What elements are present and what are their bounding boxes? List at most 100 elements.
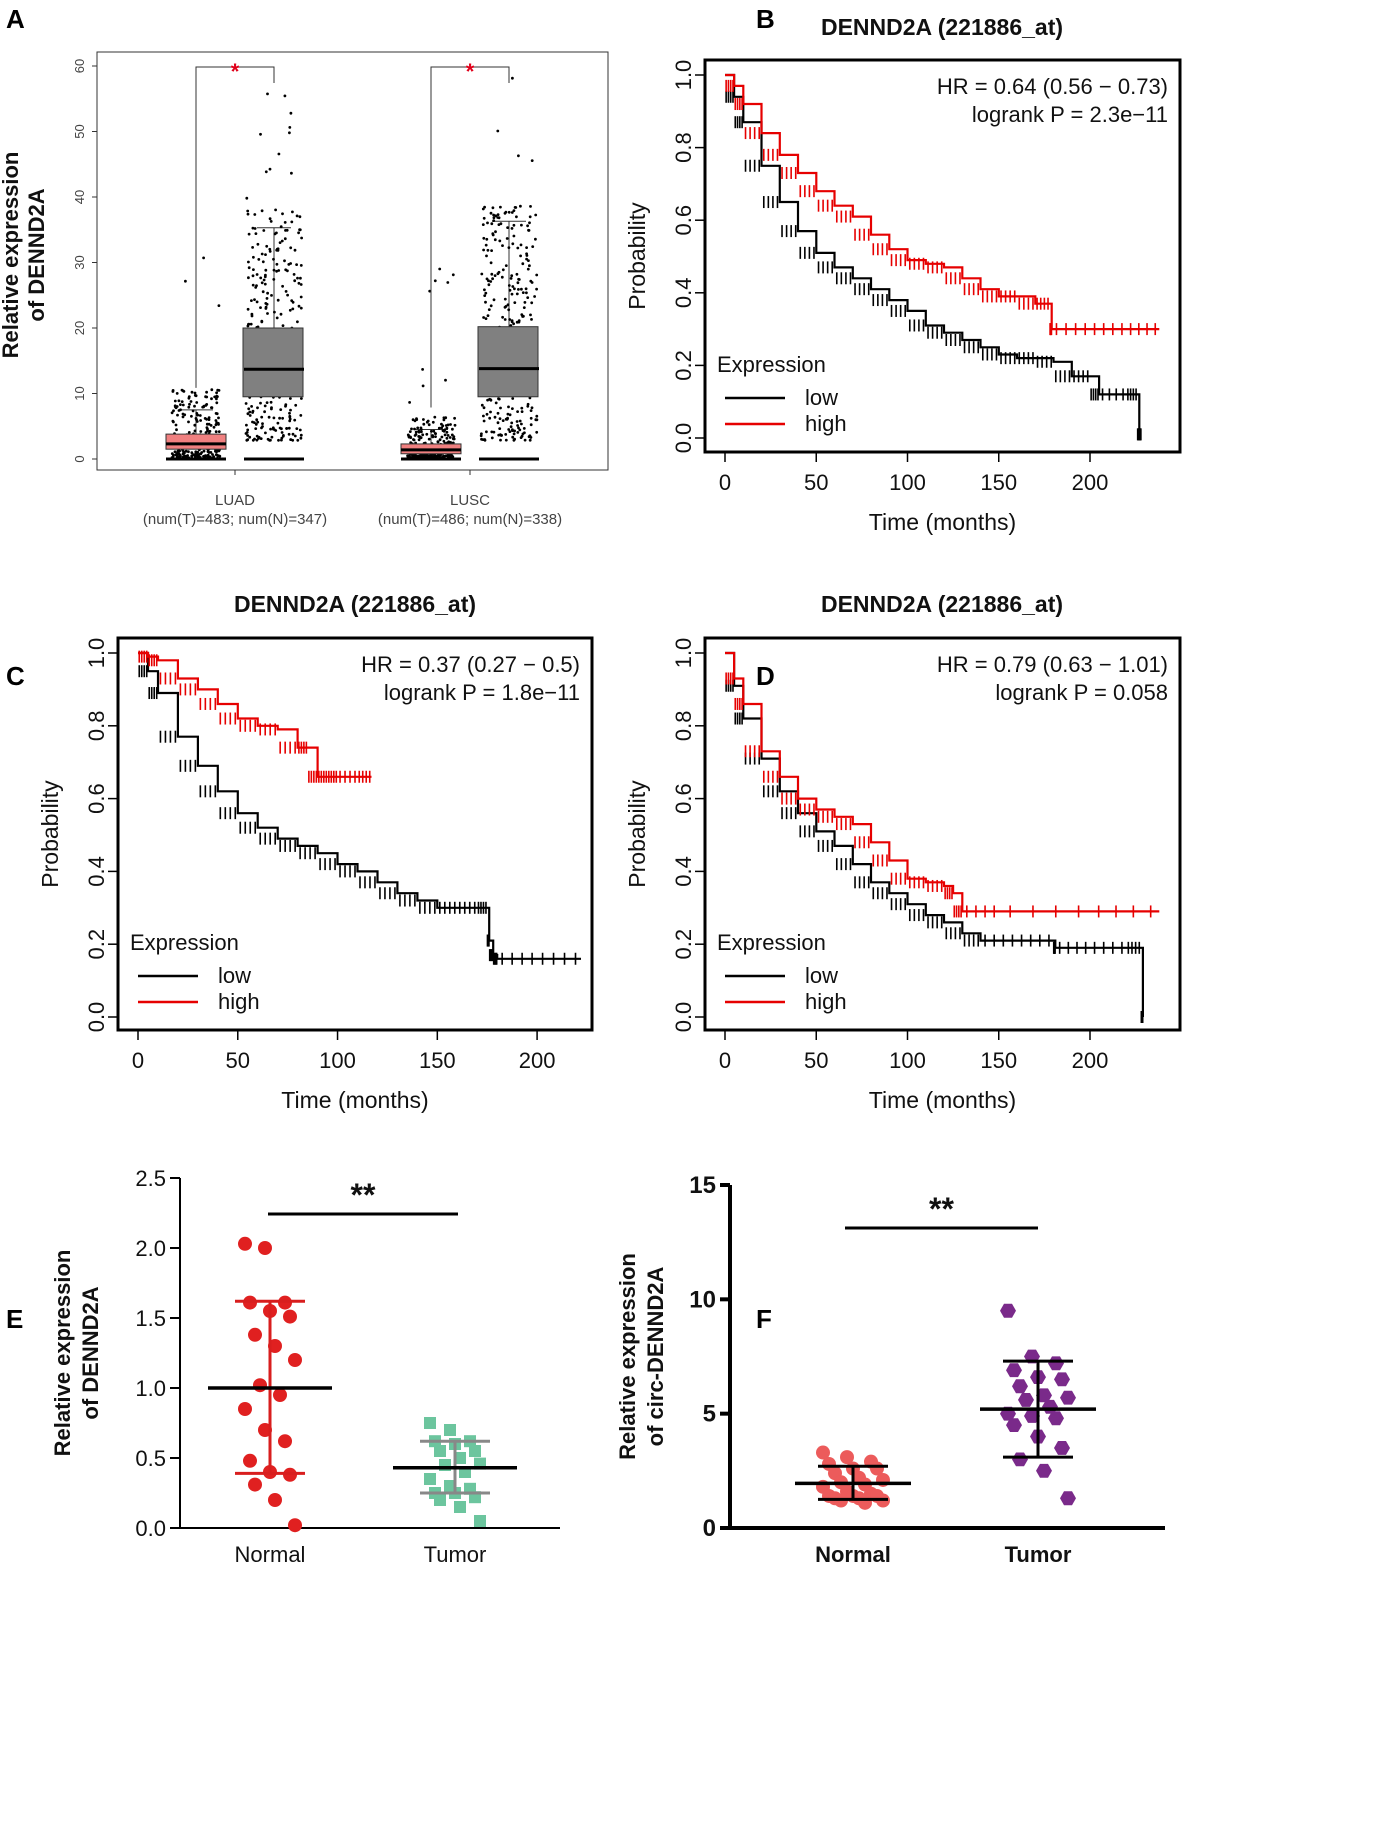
x-axis-label: Time (months) <box>281 1087 428 1113</box>
x-category-normal: Normal <box>815 1542 891 1567</box>
data-point <box>510 292 514 296</box>
significance-star: * <box>466 59 475 84</box>
data-point <box>521 291 525 294</box>
data-point <box>286 293 289 297</box>
data-point <box>248 414 252 417</box>
data-point <box>498 239 502 243</box>
data-point <box>493 415 497 419</box>
data-point <box>484 300 487 304</box>
data-point <box>444 378 447 382</box>
data-point <box>425 420 429 424</box>
data-point <box>278 241 282 245</box>
x-tick-label: 0 <box>132 1048 144 1073</box>
data-point <box>277 152 281 156</box>
data-point <box>499 205 502 209</box>
data-point <box>217 430 221 433</box>
data-point <box>277 438 280 442</box>
normal-data-point <box>258 1241 272 1255</box>
data-point <box>525 252 528 256</box>
data-point <box>275 262 279 266</box>
data-point <box>515 420 519 423</box>
data-point <box>246 209 250 213</box>
data-point <box>523 438 527 442</box>
data-point <box>508 288 512 292</box>
data-point <box>484 317 488 320</box>
y-tick-label: 0.8 <box>671 132 696 163</box>
data-point <box>408 430 412 433</box>
data-point <box>246 307 250 311</box>
data-point <box>181 415 185 419</box>
data-point <box>499 222 503 226</box>
data-point <box>420 430 423 434</box>
data-point <box>266 437 270 441</box>
normal-data-point <box>268 1493 282 1507</box>
data-point <box>287 263 291 266</box>
data-point <box>497 397 501 401</box>
data-point <box>203 417 207 420</box>
data-point <box>530 301 534 305</box>
data-point <box>250 405 254 408</box>
data-point <box>216 388 220 392</box>
normal-data-point <box>288 1353 302 1367</box>
data-point <box>199 430 203 433</box>
data-point <box>483 205 486 209</box>
x-tick-label: LUSC <box>450 492 490 509</box>
data-point <box>259 437 263 440</box>
x-axis-label: Time (months) <box>869 1087 1016 1113</box>
data-point <box>498 427 502 430</box>
data-point <box>504 433 508 436</box>
data-point <box>187 396 191 400</box>
x-category-tumor: Tumor <box>1005 1542 1072 1567</box>
data-point <box>499 438 502 442</box>
data-point <box>504 264 508 267</box>
data-point <box>193 391 197 395</box>
data-point <box>509 277 513 280</box>
data-point <box>181 412 185 416</box>
data-point <box>492 219 496 223</box>
data-point <box>210 388 214 392</box>
data-point <box>175 454 179 458</box>
panel-f-scatter: 0 5 10 15 Relative expression of circ-DENND2A… <box>615 1172 1165 1567</box>
data-point <box>264 431 267 435</box>
data-point <box>504 438 508 442</box>
tumor-data-point <box>1006 1363 1022 1378</box>
data-point <box>522 306 526 309</box>
data-point <box>266 312 269 315</box>
data-point <box>287 432 291 436</box>
data-point <box>269 220 273 223</box>
data-point <box>247 323 250 326</box>
data-point <box>298 428 302 432</box>
normal-data-point <box>840 1450 854 1465</box>
data-point <box>427 423 431 427</box>
data-point <box>434 435 437 438</box>
data-point <box>483 438 487 441</box>
x-tick-label: 0 <box>719 1048 731 1073</box>
x-axis-label: Time (months) <box>869 509 1016 535</box>
data-point <box>484 291 488 295</box>
data-point <box>272 416 276 420</box>
y-tick-label: 0.0 <box>84 1002 109 1033</box>
data-point <box>516 281 520 285</box>
data-point <box>485 237 489 241</box>
data-point <box>421 433 425 437</box>
data-point <box>482 236 486 240</box>
data-point <box>511 397 515 400</box>
tumor-data-point <box>474 1515 486 1527</box>
data-point <box>252 268 255 271</box>
data-point <box>446 423 450 427</box>
data-point <box>253 213 257 216</box>
data-point <box>535 273 539 277</box>
data-point <box>208 429 212 433</box>
legend-title: Expression <box>717 352 826 377</box>
data-point <box>268 167 272 171</box>
data-point <box>259 401 262 405</box>
data-point <box>260 415 264 419</box>
data-point <box>507 246 511 250</box>
data-point <box>535 430 539 434</box>
data-point <box>202 404 206 408</box>
data-point <box>507 284 511 287</box>
data-point <box>485 277 489 281</box>
data-point <box>251 283 255 287</box>
y-tick-label: 60 <box>72 59 87 73</box>
data-point <box>511 285 515 288</box>
